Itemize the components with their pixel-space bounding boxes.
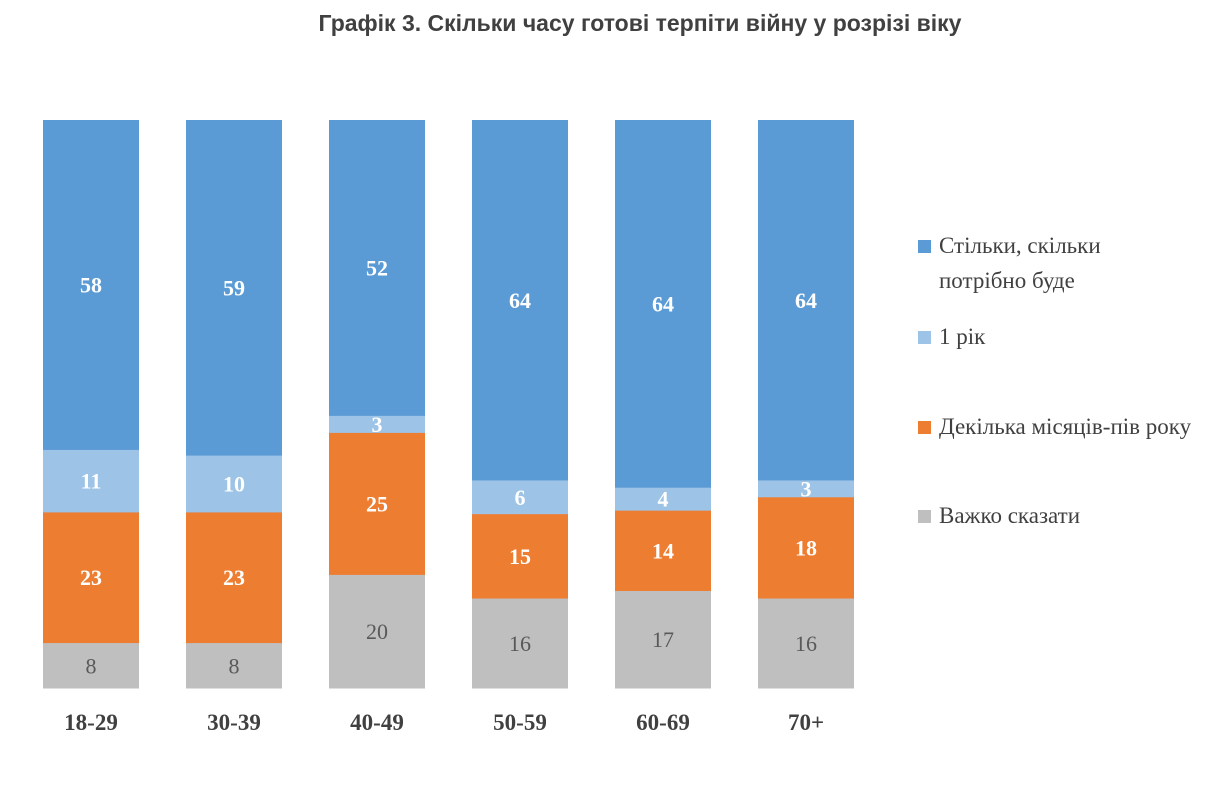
bar-segment-as-long-as-needed bbox=[186, 120, 282, 456]
bar-segment-as-long-as-needed bbox=[43, 120, 139, 450]
bar-segment-hard-to-say bbox=[43, 642, 139, 689]
data-label: 23 bbox=[223, 565, 245, 590]
data-label: 16 bbox=[509, 631, 531, 656]
chart-title: Графік 3. Скільки часу готові терпіти ві… bbox=[318, 10, 962, 36]
x-tick-label: 50-59 bbox=[493, 710, 547, 735]
data-label: 6 bbox=[515, 485, 526, 510]
legend-swatch bbox=[918, 331, 931, 344]
legend-item-1-year: 1 рік bbox=[918, 319, 1218, 354]
bar-segment-few-months bbox=[329, 432, 425, 575]
legend-label: Важко сказати bbox=[939, 503, 1080, 528]
legend-swatch bbox=[918, 510, 931, 523]
x-tick-label: 18-29 bbox=[64, 710, 118, 735]
data-label: 20 bbox=[366, 619, 388, 644]
bar-segment-1-year bbox=[615, 487, 711, 511]
data-label: 64 bbox=[795, 288, 817, 313]
data-label: 25 bbox=[366, 491, 388, 516]
data-label: 14 bbox=[652, 538, 674, 563]
bar-segment-1-year bbox=[186, 455, 282, 513]
data-label: 15 bbox=[509, 544, 531, 569]
legend-swatch bbox=[918, 421, 931, 434]
data-label: 59 bbox=[223, 276, 245, 301]
bar-segment-as-long-as-needed bbox=[472, 120, 568, 481]
data-label: 64 bbox=[509, 288, 531, 313]
x-tick-label: 30-39 bbox=[207, 710, 261, 735]
legend-item-as-long-as-needed: Стільки, скільки потрібно буде bbox=[918, 228, 1218, 298]
data-label: 52 bbox=[366, 256, 388, 281]
data-label: 10 bbox=[223, 472, 245, 497]
bar-segment-1-year bbox=[329, 415, 425, 433]
x-tick-label: 40-49 bbox=[350, 710, 404, 735]
data-label: 58 bbox=[80, 273, 102, 298]
bar-segment-few-months bbox=[615, 510, 711, 591]
x-tick-label: 70+ bbox=[788, 710, 824, 735]
x-tick-label: 60-69 bbox=[636, 710, 690, 735]
bar-segment-as-long-as-needed bbox=[615, 120, 711, 488]
bar-segment-hard-to-say bbox=[615, 590, 711, 689]
bar-segment-1-year bbox=[472, 479, 568, 515]
bar-segment-few-months bbox=[758, 496, 854, 599]
bar-segment-hard-to-say bbox=[329, 574, 425, 689]
bar-segment-hard-to-say bbox=[472, 598, 568, 689]
bar-segment-as-long-as-needed bbox=[758, 120, 854, 481]
bar-segment-1-year bbox=[758, 479, 854, 498]
legend-item-few-months: Декілька місяців-пів року bbox=[918, 409, 1218, 444]
bar-segment-hard-to-say bbox=[186, 642, 282, 689]
legend-label: Стільки, скільки потрібно буде bbox=[939, 233, 1101, 293]
data-label: 11 bbox=[81, 469, 102, 494]
legend-label: 1 рік bbox=[939, 324, 986, 349]
data-label: 23 bbox=[80, 565, 102, 590]
bar-segment-as-long-as-needed bbox=[329, 120, 425, 416]
bar-segment-hard-to-say bbox=[758, 598, 854, 689]
legend-item-hard-to-say: Важко сказати bbox=[918, 498, 1218, 533]
data-label: 8 bbox=[229, 653, 240, 678]
data-label: 8 bbox=[86, 653, 97, 678]
bar-segment-few-months bbox=[43, 511, 139, 644]
bar-segment-1-year bbox=[43, 449, 139, 513]
data-label: 16 bbox=[795, 631, 817, 656]
bar-segment-few-months bbox=[472, 513, 568, 599]
data-label: 4 bbox=[658, 487, 669, 512]
data-label: 18 bbox=[795, 535, 817, 560]
data-label: 17 bbox=[652, 627, 674, 652]
legend-swatch bbox=[918, 240, 931, 253]
data-label: 64 bbox=[652, 292, 674, 317]
data-label: 3 bbox=[801, 476, 812, 501]
data-label: 3 bbox=[372, 412, 383, 437]
bar-segment-few-months bbox=[186, 511, 282, 644]
legend-label: Декілька місяців-пів року bbox=[939, 414, 1192, 439]
